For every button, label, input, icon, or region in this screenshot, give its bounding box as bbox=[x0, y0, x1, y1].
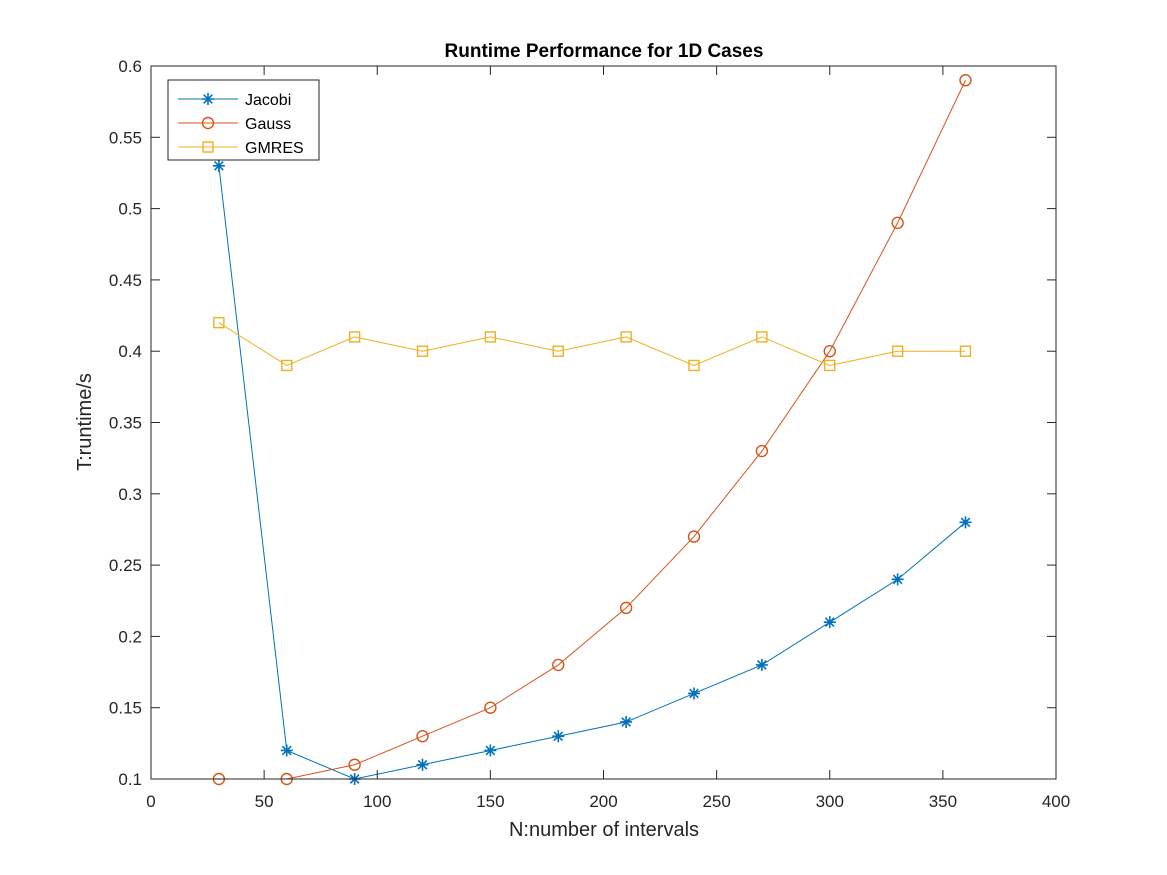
data-point-jacobi bbox=[620, 715, 633, 728]
data-point-gmres bbox=[484, 331, 497, 343]
y-tick-label: 0.1 bbox=[118, 770, 142, 789]
x-tick-label: 350 bbox=[929, 792, 957, 811]
data-point-gmres bbox=[688, 359, 700, 372]
y-tick-label: 0.5 bbox=[118, 200, 142, 219]
legend: Jacobi Gauss GMRES bbox=[167, 79, 320, 161]
y-tick-label: 0.55 bbox=[109, 128, 142, 147]
series-line-gauss bbox=[218, 80, 966, 780]
x-tick-label: 200 bbox=[589, 792, 617, 811]
series-line-jacobi bbox=[218, 165, 966, 780]
y-tick-label: 0.15 bbox=[109, 699, 142, 718]
y-tick-label: 0.45 bbox=[109, 271, 142, 290]
x-tick-label: 50 bbox=[255, 792, 274, 811]
data-point-gmres bbox=[348, 331, 361, 343]
y-axis-label: T:runtime/s bbox=[74, 373, 96, 471]
data-point-jacobi bbox=[484, 744, 497, 757]
data-point-gauss bbox=[959, 74, 972, 87]
data-point-jacobi bbox=[823, 616, 836, 629]
x-tick-label: 100 bbox=[363, 792, 391, 811]
data-point-gmres bbox=[416, 345, 429, 357]
x-tick-label: 150 bbox=[476, 792, 504, 811]
y-tick-label: 0.2 bbox=[118, 627, 142, 646]
data-point-gmres bbox=[213, 316, 225, 329]
x-tick-label: 250 bbox=[702, 792, 730, 811]
data-point-gauss bbox=[484, 701, 497, 714]
data-point-jacobi bbox=[416, 758, 429, 771]
legend-marker-gauss bbox=[201, 116, 215, 130]
data-point-jacobi bbox=[552, 730, 565, 743]
series-layer bbox=[212, 74, 972, 786]
data-point-jacobi bbox=[212, 159, 225, 172]
legend-label-jacobi: Jacobi bbox=[245, 92, 291, 109]
data-point-gauss bbox=[416, 730, 429, 743]
data-point-gauss bbox=[891, 216, 904, 230]
x-tick-label: 400 bbox=[1042, 792, 1070, 811]
data-point-gmres bbox=[281, 359, 293, 372]
legend-marker-jacobi bbox=[202, 93, 214, 105]
plot-area bbox=[151, 66, 1056, 779]
data-point-gmres bbox=[756, 331, 768, 343]
data-point-jacobi bbox=[688, 687, 700, 700]
series-line-gmres bbox=[218, 322, 966, 367]
data-point-gmres bbox=[959, 345, 972, 357]
data-point-gmres bbox=[552, 345, 564, 357]
data-point-jacobi bbox=[280, 744, 293, 757]
data-point-gauss bbox=[619, 601, 633, 615]
data-point-gmres bbox=[891, 345, 904, 357]
data-point-gauss bbox=[687, 530, 701, 543]
legend-marker-gmres bbox=[202, 141, 214, 153]
data-point-gauss bbox=[823, 345, 836, 358]
y-tick-label: 0.4 bbox=[118, 342, 142, 361]
data-point-gmres bbox=[620, 331, 632, 343]
x-axis-label: N:number of intervals bbox=[509, 819, 699, 841]
chart-title: Runtime Performance for 1D Cases bbox=[445, 41, 764, 62]
data-point-jacobi bbox=[755, 658, 768, 671]
data-point-jacobi bbox=[891, 573, 904, 586]
data-point-gauss bbox=[552, 658, 565, 672]
data-point-gauss bbox=[348, 758, 361, 771]
data-point-gauss bbox=[755, 444, 769, 458]
tick-layer: 0 50 100 150 200 250 300 350 400 0.1 0.15 0.2 0.25 0.… bbox=[109, 57, 1070, 811]
data-point-jacobi bbox=[959, 516, 972, 529]
legend-label-gauss: Gauss bbox=[245, 116, 291, 133]
data-point-gmres bbox=[824, 359, 836, 372]
y-tick-label: 0.35 bbox=[109, 414, 142, 433]
y-tick-label: 0.25 bbox=[109, 556, 142, 575]
x-tick-label: 0 bbox=[146, 792, 155, 811]
x-tick-label: 300 bbox=[816, 792, 844, 811]
y-tick-label: 0.3 bbox=[118, 485, 142, 504]
legend-label-gmres: GMRES bbox=[245, 140, 304, 157]
y-tick-label: 0.6 bbox=[118, 57, 142, 76]
